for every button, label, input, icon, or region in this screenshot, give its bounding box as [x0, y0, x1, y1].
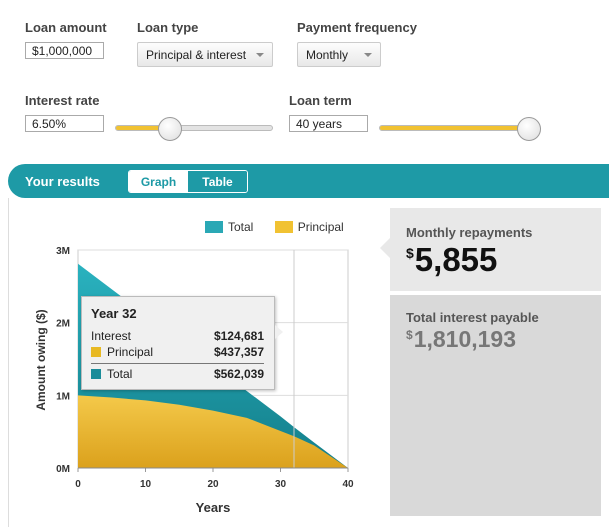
total-interest-label: Total interest payable: [406, 310, 539, 325]
interest-rate-label: Interest rate: [25, 93, 100, 108]
legend-swatch-total: [205, 221, 223, 233]
loan-amount-label: Loan amount: [25, 20, 107, 35]
loan-type-select[interactable]: Principal & interest: [137, 42, 273, 67]
loan-term-slider-track[interactable]: [379, 125, 530, 131]
loan-term-label: Loan term: [289, 93, 352, 108]
loan-term-input[interactable]: 40 years: [289, 115, 368, 132]
divider: [8, 198, 9, 527]
tooltip-row-total: Total $562,039: [91, 367, 264, 383]
tooltip-interest-label: Interest: [91, 329, 132, 343]
payment-frequency-select[interactable]: Monthly: [297, 42, 381, 67]
chevron-down-icon: [364, 53, 372, 57]
loan-type-label: Loan type: [137, 20, 199, 35]
total-swatch-icon: [91, 369, 101, 379]
chart-legend: Total Principal: [205, 220, 344, 234]
loan-amount-input[interactable]: $1,000,000: [25, 42, 104, 59]
tooltip-interest-value: $124,681: [213, 329, 264, 343]
monthly-repayments-value: $5,855: [406, 241, 498, 278]
tooltip-row-interest: Interest $124,681: [91, 329, 264, 345]
tab-table[interactable]: Table: [188, 171, 247, 192]
tooltip-total-value: $562,039: [213, 367, 264, 381]
tooltip-principal-value: $437,357: [213, 345, 264, 359]
tooltip-title: Year 32: [91, 306, 137, 321]
payment-frequency-value: Monthly: [306, 48, 349, 62]
tooltip-principal-label: Principal: [107, 345, 154, 359]
chevron-down-icon: [256, 53, 264, 57]
tab-graph[interactable]: Graph: [129, 171, 188, 192]
results-header: Your results Graph Table: [8, 164, 609, 198]
tooltip-row-principal: Principal $437,357: [91, 345, 264, 361]
tooltip-separator: [91, 363, 264, 364]
chart-tooltip: Year 32 Interest $124,681 Principal $437…: [81, 296, 283, 390]
tooltip-total-label: Total: [107, 367, 133, 381]
legend-swatch-principal: [274, 221, 293, 233]
monthly-repayments-card: Monthly repayments $5,855: [380, 208, 601, 291]
total-interest-card: Total interest payable $1,810,193: [390, 295, 601, 516]
monthly-repayments-label: Monthly repayments: [406, 225, 533, 240]
legend-label-principal: Principal: [297, 220, 344, 234]
results-title: Your results: [25, 174, 100, 189]
interest-rate-slider-handle[interactable]: [158, 117, 183, 141]
loan-type-value: Principal & interest: [146, 48, 247, 62]
interest-rate-slider-fill: [116, 126, 172, 130]
loan-term-slider-handle[interactable]: [517, 117, 541, 141]
interest-rate-slider-track[interactable]: [115, 125, 273, 131]
legend-label-total: Total: [228, 220, 254, 234]
tooltip-pointer: [275, 325, 283, 339]
loan-term-slider-fill: [380, 126, 530, 130]
payment-frequency-label: Payment frequency: [297, 20, 417, 35]
interest-rate-input[interactable]: 6.50%: [25, 115, 104, 132]
total-interest-value: $1,810,193: [406, 326, 517, 352]
principal-swatch-icon: [91, 347, 101, 357]
card-pointer: [380, 238, 390, 258]
view-toggle: Graph Table: [128, 170, 248, 193]
